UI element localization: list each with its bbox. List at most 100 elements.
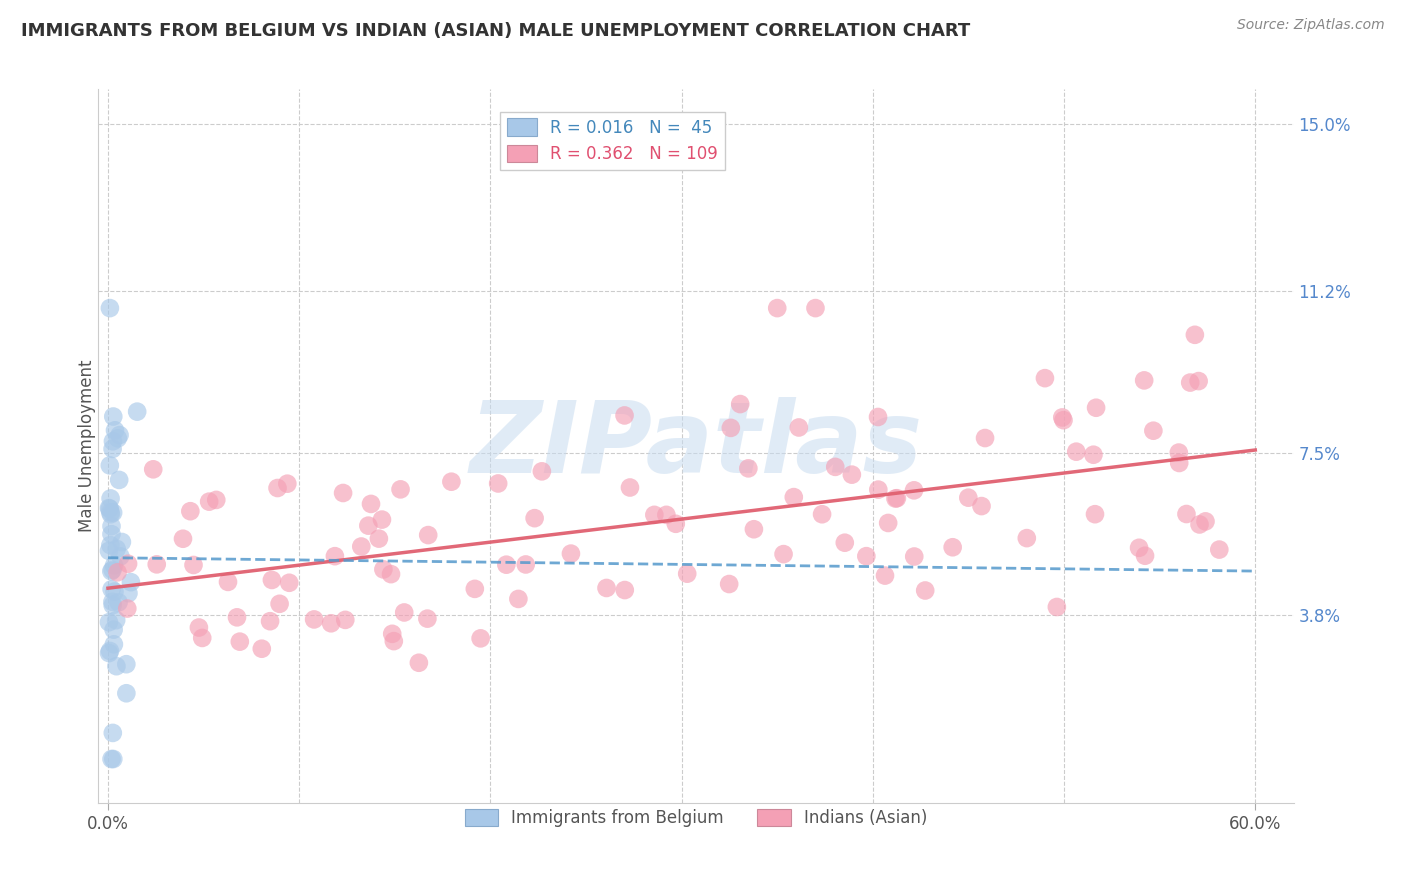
Point <box>1188 374 1211 388</box>
Point <box>179 504 201 518</box>
Point <box>868 483 890 497</box>
Point <box>903 483 925 498</box>
Point <box>198 494 221 508</box>
Point <box>100 538 122 552</box>
Point <box>877 516 900 530</box>
Point <box>392 606 415 620</box>
Point <box>105 613 128 627</box>
Point <box>495 558 517 572</box>
Point <box>1085 401 1108 415</box>
Point <box>117 601 139 615</box>
Point <box>259 614 281 628</box>
Point <box>665 516 688 531</box>
Point <box>1188 517 1211 532</box>
Point <box>942 541 965 555</box>
Point <box>389 483 412 497</box>
Point <box>381 627 404 641</box>
Point <box>302 612 325 626</box>
Point <box>172 532 194 546</box>
Point <box>884 491 907 506</box>
Point <box>720 421 742 435</box>
Point <box>100 564 122 578</box>
Point <box>335 613 357 627</box>
Point <box>103 584 125 599</box>
Point <box>418 528 440 542</box>
Point <box>260 573 283 587</box>
Point <box>866 409 889 424</box>
Point <box>97 544 120 558</box>
Text: ZIPatlas: ZIPatlas <box>470 398 922 494</box>
Point <box>367 532 389 546</box>
Point <box>276 476 298 491</box>
Point <box>841 467 863 482</box>
Point <box>886 491 908 506</box>
Point <box>1052 410 1074 425</box>
Point <box>1142 424 1164 438</box>
Point <box>1083 448 1105 462</box>
Point <box>1084 507 1107 521</box>
Point <box>98 646 121 660</box>
Point <box>100 519 122 533</box>
Point <box>373 562 395 576</box>
Point <box>737 461 759 475</box>
Point <box>1184 327 1206 342</box>
Point <box>103 409 125 424</box>
Point <box>416 612 439 626</box>
Point <box>97 615 120 630</box>
Point <box>105 541 128 556</box>
Point <box>101 442 124 456</box>
Point <box>101 599 124 613</box>
Point <box>103 558 125 573</box>
Point <box>108 428 131 442</box>
Point <box>100 752 122 766</box>
Point <box>100 507 122 521</box>
Point <box>107 595 129 609</box>
Point <box>101 726 124 740</box>
Point <box>191 631 214 645</box>
Point <box>98 301 121 315</box>
Point <box>100 527 122 541</box>
Point <box>380 567 402 582</box>
Point <box>101 595 124 609</box>
Point <box>107 566 129 580</box>
Point <box>903 549 925 564</box>
Point <box>332 486 354 500</box>
Point <box>103 752 125 766</box>
Point <box>142 462 165 476</box>
Text: IMMIGRANTS FROM BELGIUM VS INDIAN (ASIAN) MALE UNEMPLOYMENT CORRELATION CHART: IMMIGRANTS FROM BELGIUM VS INDIAN (ASIAN… <box>21 22 970 40</box>
Point <box>783 490 806 504</box>
Point <box>530 464 553 478</box>
Point <box>111 535 134 549</box>
Point <box>103 623 125 637</box>
Point <box>98 501 121 516</box>
Point <box>787 420 810 434</box>
Point <box>1168 456 1191 470</box>
Point <box>957 491 980 505</box>
Point <box>217 574 239 589</box>
Point <box>117 557 139 571</box>
Point <box>319 616 342 631</box>
Point <box>676 566 699 581</box>
Point <box>100 582 122 597</box>
Point <box>824 459 846 474</box>
Point <box>470 632 492 646</box>
Point <box>1133 373 1156 387</box>
Point <box>229 634 252 648</box>
Point <box>107 431 129 445</box>
Point <box>560 547 582 561</box>
Point <box>1180 376 1202 390</box>
Point <box>183 558 205 572</box>
Point <box>98 644 121 658</box>
Point <box>1128 541 1150 555</box>
Point <box>613 409 636 423</box>
Point <box>619 481 641 495</box>
Point <box>486 476 509 491</box>
Point <box>1064 444 1087 458</box>
Point <box>811 508 834 522</box>
Point <box>103 637 125 651</box>
Point <box>1046 599 1069 614</box>
Point <box>101 563 124 577</box>
Point <box>226 610 249 624</box>
Point <box>323 549 346 564</box>
Point <box>205 492 228 507</box>
